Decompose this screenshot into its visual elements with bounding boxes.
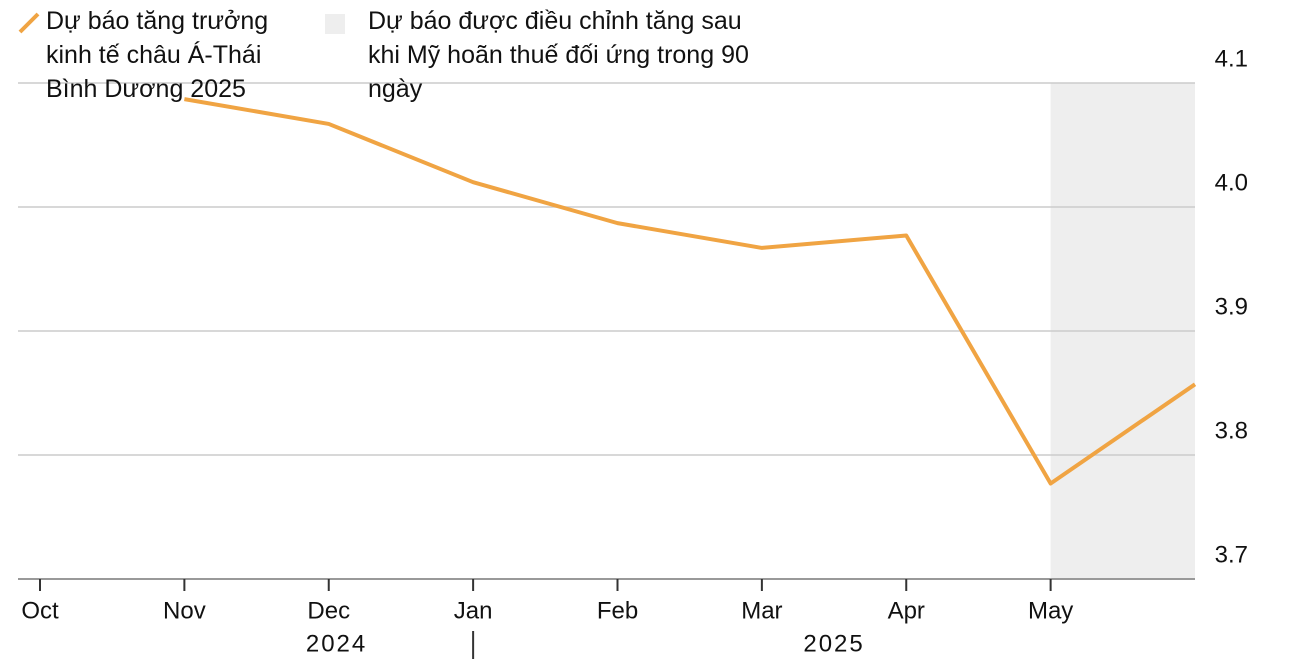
x-tick-label: Jan: [454, 597, 493, 624]
x-tick-label: Apr: [888, 597, 925, 624]
x-tick-label: Dec: [307, 597, 350, 624]
x-tick-label: Feb: [597, 597, 638, 624]
x-tick-label: Oct: [21, 597, 59, 624]
x-tick-label: Nov: [163, 597, 206, 624]
legend-swatch: [18, 12, 40, 34]
y-tick-label: 3.9: [1215, 293, 1248, 320]
x-tick-label: May: [1028, 597, 1073, 624]
x-tick-label: Mar: [741, 597, 782, 624]
series-line: [184, 97, 1197, 486]
legend-swatch: [325, 14, 345, 34]
y-tick-label: 3.8: [1215, 417, 1248, 444]
legend-label: Dự báo được điều chỉnh tăng sau khi Mỹ h…: [368, 7, 749, 103]
legend-label: Dự báo tăng trưởng kinh tế châu Á-Thái B…: [46, 7, 269, 103]
year-label: 2024: [306, 630, 367, 657]
year-label: 2025: [803, 630, 864, 657]
y-tick-label: 4.1: [1215, 45, 1248, 72]
y-tick-label: 4.0: [1215, 169, 1248, 196]
y-tick-label: 3.7: [1215, 541, 1248, 568]
